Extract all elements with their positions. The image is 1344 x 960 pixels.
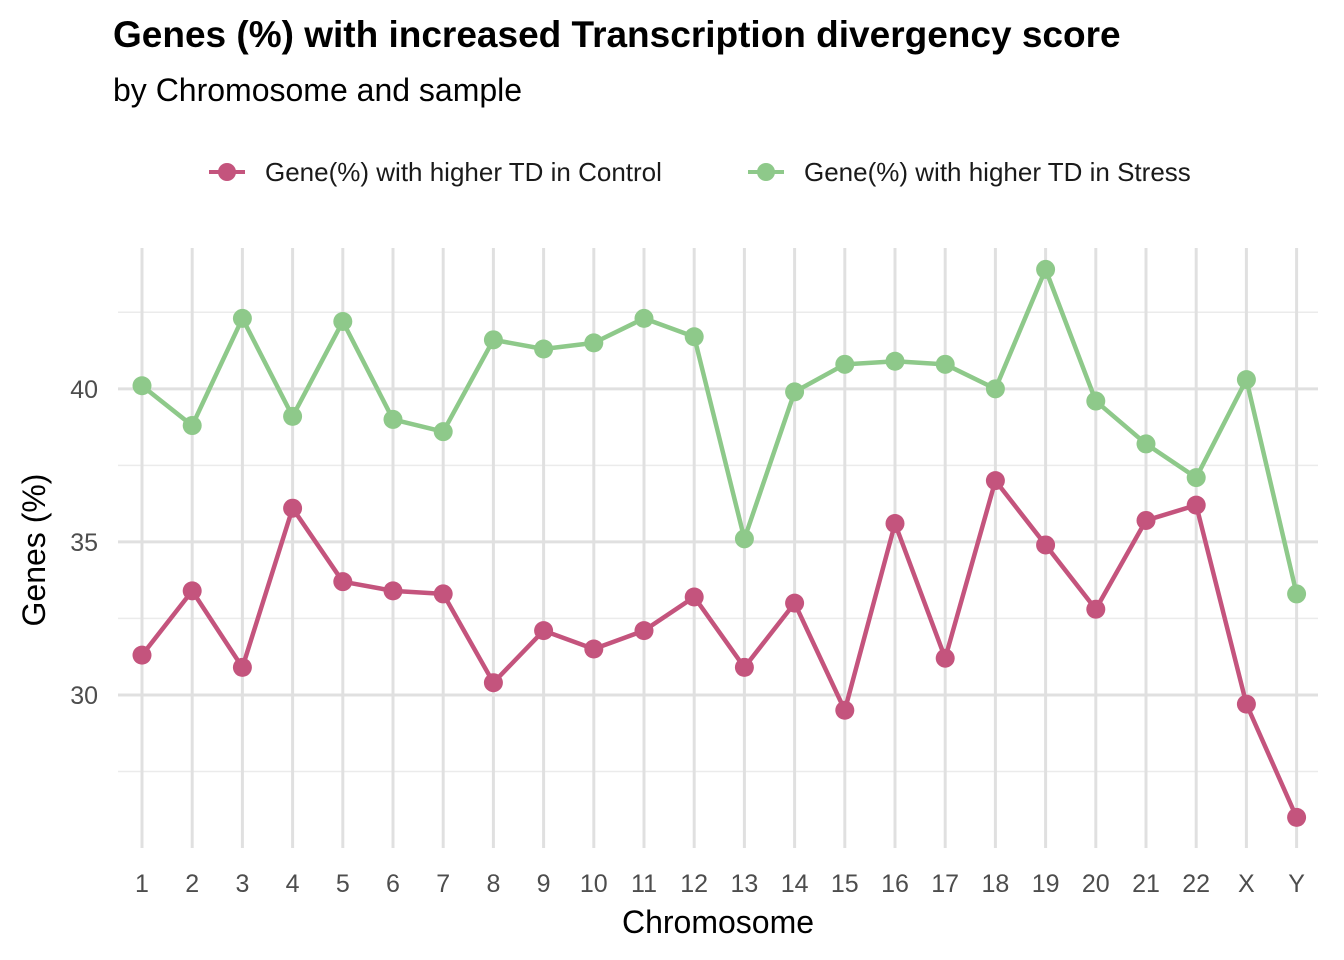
y-tick-label: 35 bbox=[70, 529, 98, 557]
x-tick-label: 7 bbox=[436, 870, 450, 898]
x-tick-label: 21 bbox=[1132, 870, 1160, 898]
data-point-control bbox=[634, 621, 654, 641]
data-point-stress bbox=[433, 422, 453, 442]
data-point-control bbox=[584, 639, 604, 659]
x-tick-label: 2 bbox=[185, 870, 199, 898]
data-point-stress bbox=[684, 327, 704, 347]
legend-key-control bbox=[207, 152, 247, 192]
data-point-control bbox=[483, 673, 503, 693]
legend-label-control: Gene(%) with higher TD in Control bbox=[265, 156, 662, 187]
legend-key-stress bbox=[746, 152, 786, 192]
data-point-stress bbox=[835, 354, 855, 374]
data-point-control bbox=[885, 514, 905, 534]
data-point-control bbox=[182, 581, 202, 601]
data-point-control bbox=[283, 498, 303, 518]
data-point-stress bbox=[1036, 259, 1056, 279]
x-tick-label: 20 bbox=[1082, 870, 1110, 898]
x-tick-label: 16 bbox=[881, 870, 909, 898]
data-point-control bbox=[433, 584, 453, 604]
data-point-stress bbox=[634, 308, 654, 328]
data-point-control bbox=[333, 572, 353, 592]
x-tick-label: 5 bbox=[336, 870, 350, 898]
data-point-stress bbox=[483, 330, 503, 350]
legend-item-stress: Gene(%) with higher TD in Stress bbox=[746, 152, 1191, 192]
x-tick-label: 4 bbox=[286, 870, 300, 898]
legend-label-stress: Gene(%) with higher TD in Stress bbox=[804, 156, 1191, 187]
data-point-stress bbox=[333, 311, 353, 331]
grid-major bbox=[118, 248, 1318, 848]
grid-minor bbox=[118, 311, 1318, 773]
y-axis-title: Genes (%) bbox=[16, 474, 52, 627]
data-point-control bbox=[383, 581, 403, 601]
series-line-control bbox=[140, 478, 1299, 819]
data-point-control bbox=[132, 645, 152, 665]
x-tick-label: Y bbox=[1288, 870, 1305, 898]
series-layer bbox=[132, 259, 1307, 827]
data-point-control bbox=[785, 593, 805, 613]
data-point-control bbox=[1186, 495, 1206, 515]
data-point-stress bbox=[1236, 370, 1256, 390]
data-point-control bbox=[1236, 694, 1256, 714]
data-point-stress bbox=[383, 409, 403, 429]
data-point-stress bbox=[1086, 391, 1106, 411]
x-tick-label: 1 bbox=[135, 870, 149, 898]
x-tick-label: 14 bbox=[781, 870, 809, 898]
data-point-stress bbox=[1136, 434, 1156, 454]
x-tick-label: 3 bbox=[235, 870, 249, 898]
data-point-stress bbox=[734, 529, 754, 549]
x-tick-label: 19 bbox=[1032, 870, 1060, 898]
chart-subtitle: by Chromosome and sample bbox=[113, 72, 523, 108]
data-point-control bbox=[835, 700, 855, 720]
data-point-stress bbox=[283, 406, 303, 426]
x-tick-label: 10 bbox=[580, 870, 608, 898]
data-point-stress bbox=[985, 379, 1005, 399]
y-tick-label: 30 bbox=[70, 682, 98, 710]
data-point-stress bbox=[132, 376, 152, 396]
data-point-stress bbox=[232, 308, 252, 328]
data-point-stress bbox=[584, 333, 604, 353]
x-tick-labels: 1 2 3 4 5 6 7 8 9 10 11 12 13 14 15 16 17 18 19 20 21 22 X Y bbox=[135, 870, 1305, 898]
x-tick-label: 15 bbox=[831, 870, 859, 898]
data-point-control bbox=[1287, 807, 1307, 827]
x-tick-label: 12 bbox=[680, 870, 708, 898]
x-tick-label: 9 bbox=[537, 870, 551, 898]
data-point-control bbox=[232, 657, 252, 677]
x-tick-label: 22 bbox=[1182, 870, 1210, 898]
data-point-stress bbox=[1287, 584, 1307, 604]
x-tick-label: 17 bbox=[931, 870, 959, 898]
y-tick-label: 40 bbox=[70, 376, 98, 404]
x-tick-label: 13 bbox=[730, 870, 758, 898]
data-point-stress bbox=[935, 354, 955, 374]
data-point-stress bbox=[885, 351, 905, 371]
x-tick-label: 6 bbox=[386, 870, 400, 898]
data-point-stress bbox=[785, 382, 805, 402]
data-point-stress bbox=[534, 339, 554, 359]
data-point-control bbox=[1036, 535, 1056, 555]
data-point-control bbox=[935, 648, 955, 668]
data-point-stress bbox=[1186, 468, 1206, 488]
chart-title: Genes (%) with increased Transcription d… bbox=[113, 14, 1121, 55]
data-point-stress bbox=[182, 416, 202, 436]
data-point-control bbox=[734, 657, 754, 677]
y-tick-labels: 30 35 40 bbox=[70, 376, 98, 710]
x-tick-label: 8 bbox=[486, 870, 500, 898]
series-line-stress bbox=[140, 267, 1299, 595]
data-point-control bbox=[534, 621, 554, 641]
x-tick-label: 11 bbox=[631, 870, 657, 898]
x-tick-label: 18 bbox=[981, 870, 1009, 898]
data-point-control bbox=[684, 587, 704, 607]
legend-item-control: Gene(%) with higher TD in Control bbox=[207, 152, 662, 192]
data-point-control bbox=[1086, 599, 1106, 619]
data-point-control bbox=[1136, 510, 1156, 530]
x-axis-title: Chromosome bbox=[622, 904, 814, 940]
data-point-control bbox=[985, 471, 1005, 491]
x-tick-label: X bbox=[1238, 870, 1255, 898]
